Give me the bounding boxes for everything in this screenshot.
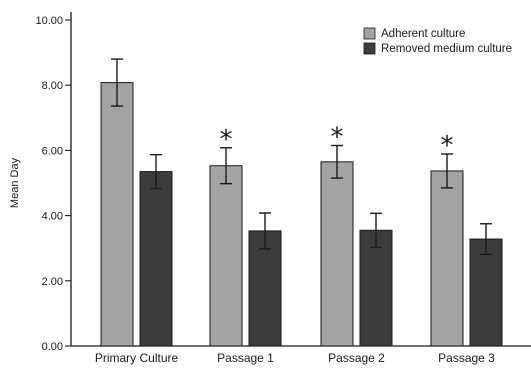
bar-3-1 xyxy=(469,238,503,347)
y-tick-label-1: 2.00 xyxy=(42,276,63,288)
y-tick-label-5: 10.00 xyxy=(35,15,63,27)
y-axis-title: Mean Day xyxy=(9,157,21,208)
x-category-label-2: Passage 2 xyxy=(328,351,385,365)
y-tick-label-4: 8.00 xyxy=(42,80,63,92)
bar-2-0 xyxy=(320,161,354,347)
legend-swatch-0 xyxy=(363,27,376,40)
bar-0-1 xyxy=(139,171,173,347)
y-tick-label-0: 0.00 xyxy=(42,341,63,353)
y-tick-label-2: 4.00 xyxy=(42,211,63,223)
legend: Adherent culture Removed medium culture xyxy=(363,27,512,55)
legend-label-1: Removed medium culture xyxy=(381,43,512,55)
significance-marker-2: * xyxy=(441,131,454,161)
x-category-label-3: Passage 3 xyxy=(438,351,495,365)
x-category-label-0: Primary Culture xyxy=(95,351,179,365)
significance-marker-0: * xyxy=(220,125,233,155)
plot-area: 0.00 2.00 4.00 6.00 8.00 10.00 Primary Culture… xyxy=(35,12,531,365)
bar-1-0 xyxy=(209,165,243,347)
bar-1-1 xyxy=(248,230,282,347)
legend-label-0: Adherent culture xyxy=(381,28,465,40)
bar-3-0 xyxy=(430,170,464,347)
x-category-label-1: Passage 1 xyxy=(217,351,274,365)
y-tick-label-3: 6.00 xyxy=(42,145,63,157)
significance-marker-1: * xyxy=(331,123,344,153)
bar-2-1 xyxy=(359,229,393,347)
legend-swatch-1 xyxy=(363,42,376,55)
bar-0-0 xyxy=(100,82,134,347)
